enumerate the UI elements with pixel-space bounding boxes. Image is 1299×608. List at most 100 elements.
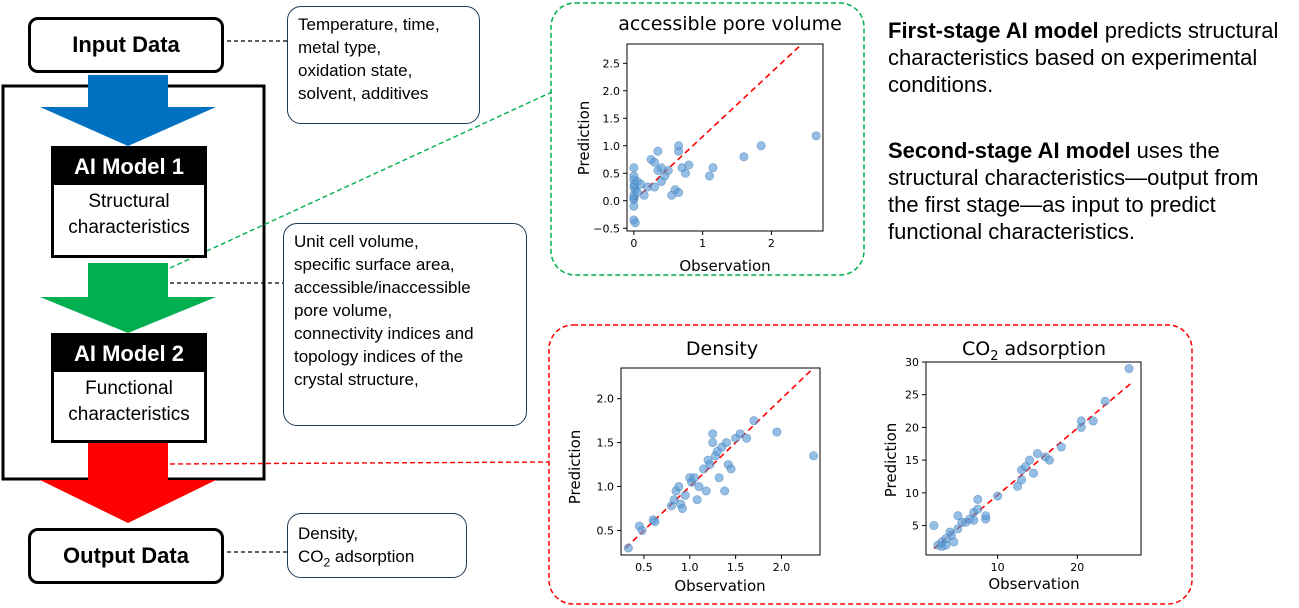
co2-point (973, 504, 983, 514)
co2-ytick-label: 15 (905, 454, 919, 467)
pore-volume-ytick-label: 2.5 (603, 57, 621, 70)
pore-volume-diagonal (633, 46, 800, 202)
ai-model-1-desc: Structural characteristics (54, 185, 204, 245)
callout-line: connectivity indices and (294, 324, 474, 343)
output-data-label: Output Data (63, 543, 189, 568)
callout-line: specific surface area, (294, 255, 455, 274)
pore-volume-point (811, 131, 821, 141)
density-plot: Density 0.5 1.0 1.5 2.0 0.5 1.0 1.5 2.0 Observa… (566, 338, 821, 595)
pore-volume-point (684, 160, 694, 170)
pore-volume-points (629, 131, 821, 228)
co2-point (949, 537, 959, 547)
co2-point (1124, 364, 1134, 374)
pore-volume-point (629, 163, 639, 173)
co2-point (981, 511, 991, 521)
pore-volume-ticks: 0 1 2 −0.5 0.0 0.5 1.0 1.5 2.0 2.5 (593, 57, 775, 250)
callout-line: crystal structure, (294, 370, 419, 389)
ai-model-1-line1: Structural (88, 191, 170, 212)
co2-ytick-label: 20 (905, 421, 919, 434)
stage1-bold: First-stage AI model (888, 18, 1099, 43)
pore-volume-point (629, 201, 639, 211)
co2-point (1025, 455, 1035, 465)
density-point (772, 427, 782, 437)
co2-point (1088, 416, 1098, 426)
density-point (708, 438, 718, 448)
red-link (169, 461, 550, 465)
density-ytick-label: 1.5 (597, 437, 615, 450)
pore-volume-point (739, 152, 749, 162)
density-point (694, 482, 704, 492)
co2-xtick-label: 10 (991, 561, 1005, 574)
density-points (623, 416, 819, 553)
pore-volume-point (708, 163, 718, 173)
ai-model-2-box: AI Model 2 Functional characteristics (51, 333, 207, 443)
co2-ylabel: Prediction (882, 423, 900, 498)
callout-line: topology indices of the (294, 347, 464, 366)
pore-volume-ytick-label: 0.5 (603, 167, 621, 180)
co2-point (993, 491, 1003, 501)
stage2-text: uses the structural characteristics—outp… (888, 138, 1259, 244)
density-ylabel: Prediction (566, 430, 584, 505)
callout-line: Density, (298, 524, 359, 543)
density-ticks: 0.5 1.0 1.5 2.0 0.5 1.0 1.5 2.0 (597, 393, 791, 574)
density-point (674, 482, 684, 492)
density-plot-title: Density (686, 338, 758, 360)
co2-xlabel: Observation (988, 575, 1079, 593)
ai-model-2-line1: Functional (85, 378, 173, 399)
stage2-description: Second-stage AI model uses the structura… (888, 137, 1288, 245)
density-point (708, 429, 718, 439)
co2-point (1029, 468, 1039, 478)
callout-line: Temperature, time, (298, 15, 440, 34)
density-point (689, 473, 699, 483)
input-data-box: Input Data (28, 17, 224, 73)
co2-point (953, 511, 963, 521)
density-axes (620, 367, 821, 556)
pore-volume-point (705, 171, 715, 181)
co2-ytick-label: 30 (905, 356, 919, 369)
pore-volume-plot: accessible pore volume 0 1 2 −0.5 0.0 0.5 1.0 1… (575, 13, 842, 275)
pore-volume-plot-title: accessible pore volume (618, 13, 842, 35)
callout-line: accessible/inaccessible (294, 278, 471, 297)
ai-model-2-desc: Functional characteristics (54, 372, 204, 432)
pore-volume-point (639, 190, 649, 200)
co2-ticks: 10 20 5 10 15 20 25 30 (905, 356, 1084, 574)
pore-volume-point (653, 146, 663, 156)
density-point (742, 433, 752, 443)
structural-callout: Unit cell volume, specific surface area,… (283, 223, 527, 426)
red-plot-frame (548, 324, 1193, 605)
density-point (699, 464, 709, 474)
co2-point (1076, 416, 1086, 426)
co2-point (1017, 475, 1027, 485)
callout-line: oxidation state, (298, 61, 413, 80)
density-point (749, 416, 759, 426)
pore-volume-point (630, 218, 640, 228)
density-xtick-label: 2.0 (773, 561, 791, 574)
co2-point (1044, 455, 1054, 465)
density-point (637, 525, 647, 535)
co2-ytick-label: 5 (912, 520, 919, 533)
co2-ytick-label: 25 (905, 389, 919, 402)
pore-volume-point (756, 141, 766, 151)
pore-volume-point (663, 166, 673, 176)
pore-volume-ytick-label: −0.5 (593, 222, 620, 235)
density-point (735, 429, 745, 439)
density-xtick-label: 1.5 (727, 561, 745, 574)
density-point (650, 517, 660, 527)
density-point (714, 473, 724, 483)
middle-arrow (40, 263, 216, 333)
ai-model-2-title: AI Model 2 (54, 336, 204, 372)
pore-volume-point (674, 141, 684, 151)
co2-point (1100, 396, 1110, 406)
co2-xtick-label: 20 (1070, 561, 1084, 574)
co2-point (969, 515, 979, 525)
density-point (623, 543, 633, 553)
ai-model-1-title: AI Model 1 (54, 149, 204, 185)
pore-volume-ytick-label: 2.0 (603, 85, 621, 98)
pore-volume-ytick-label: 0.0 (603, 195, 621, 208)
output-arrow (40, 443, 216, 523)
density-point (705, 460, 715, 470)
pore-volume-point (674, 188, 684, 198)
co2-plot-title: CO2 adsorption (962, 338, 1106, 364)
output-data-box: Output Data (28, 528, 224, 584)
